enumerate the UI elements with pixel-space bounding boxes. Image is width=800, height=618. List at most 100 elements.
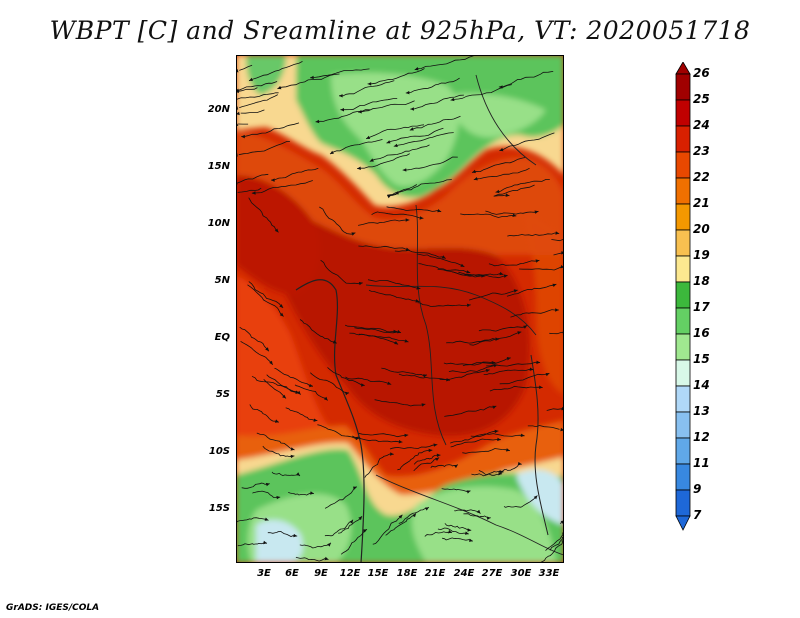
streamline	[310, 68, 370, 79]
colorbar-level-label: 15	[693, 352, 710, 366]
streamline	[462, 448, 510, 454]
streamline	[394, 249, 446, 259]
streamline-arrow	[517, 331, 522, 335]
streamline	[443, 361, 496, 366]
streamline	[329, 139, 383, 155]
streamline-arrow	[251, 191, 256, 195]
field-north-lightgreen-2	[446, 93, 546, 138]
streamline-arrow	[310, 75, 314, 80]
streamline-arrow	[498, 471, 503, 476]
streamline	[239, 326, 270, 352]
streamline-arrow	[492, 405, 497, 409]
streamline	[369, 144, 430, 162]
streamline	[439, 369, 490, 381]
streamline-arrow	[437, 209, 442, 213]
streamline	[417, 302, 471, 307]
streamline-arrow	[394, 341, 399, 345]
streamline	[319, 206, 356, 235]
streamline	[549, 332, 564, 335]
streamline-arrow	[295, 390, 300, 394]
streamline-arrow	[435, 457, 440, 461]
streamline-arrow	[387, 195, 392, 199]
streamline-arrow	[358, 281, 363, 286]
streamline	[448, 364, 498, 374]
streamline	[381, 367, 428, 377]
streamline-arrow	[460, 263, 465, 267]
streamline	[241, 482, 270, 489]
field-center-deepred	[276, 205, 530, 436]
grads-credit: GrADS: IGES/COLA	[6, 603, 100, 613]
streamline	[371, 211, 424, 219]
colorbar-level-label: 17	[693, 300, 710, 314]
streamline-arrow	[534, 210, 539, 214]
lon-label: 6E	[285, 568, 299, 579]
streamline-arrow	[367, 82, 372, 86]
streamline-arrow	[412, 513, 416, 518]
streamline	[437, 527, 469, 535]
colorbar-segment	[675, 99, 691, 127]
colorbar-level-label: 14	[693, 378, 710, 392]
streamline	[471, 157, 526, 173]
streamline	[450, 438, 501, 448]
streamline	[463, 513, 491, 519]
streamline-arrow	[409, 127, 414, 131]
streamline	[372, 514, 403, 545]
streamline-arrow	[357, 166, 361, 170]
streamline-arrow	[533, 495, 538, 500]
streamline	[271, 167, 319, 181]
streamline-arrow	[358, 110, 362, 114]
streamline-arrow	[520, 433, 525, 437]
streamline	[367, 68, 425, 85]
streamline-arrow	[405, 218, 410, 222]
colorbar-level-label: 18	[693, 274, 710, 288]
streamline-arrow	[536, 360, 541, 365]
streamline-arrow	[277, 85, 282, 90]
streamline	[256, 432, 295, 451]
streamline	[345, 376, 392, 385]
colorbar-level-label: 21	[693, 196, 710, 210]
streamline	[488, 259, 540, 267]
colorbar-level-label: 7	[693, 508, 702, 522]
streamline-arrow	[324, 556, 329, 561]
streamline	[237, 187, 262, 193]
lon-label: 18E	[396, 568, 418, 579]
streamline	[444, 523, 472, 531]
streamline	[320, 259, 363, 285]
streamline	[357, 100, 415, 113]
streamline-arrow	[469, 538, 473, 542]
streamline-arrow	[279, 312, 284, 317]
streamline-arrow	[263, 540, 267, 545]
streamline	[248, 197, 279, 233]
streamline-arrow	[351, 232, 356, 236]
streamline	[339, 80, 395, 97]
streamline	[237, 542, 268, 547]
colorbar-bottom-arrow	[675, 515, 691, 531]
streamline-arrow	[387, 381, 392, 385]
streamline	[358, 432, 409, 438]
streamline-arrow	[345, 391, 349, 396]
streamline-arrow	[404, 433, 409, 438]
colorbar-segment	[675, 463, 691, 491]
streamline-arrow	[505, 193, 510, 197]
streamline	[507, 232, 560, 237]
streamline	[410, 94, 464, 110]
lon-label: 24E	[453, 568, 475, 579]
streamline-arrow	[352, 486, 357, 490]
streamline-arrow	[310, 491, 314, 495]
streamline-arrow	[415, 299, 420, 303]
border-line-4	[375, 474, 564, 556]
streamline	[503, 495, 538, 508]
colorbar-level-label: 19	[693, 248, 710, 262]
colorbar-segment	[675, 151, 691, 179]
lat-label: 10N	[207, 218, 230, 229]
streamline	[485, 210, 539, 215]
streamline-arrow	[539, 385, 543, 389]
streamline-arrow	[500, 470, 504, 474]
streamline-arrow	[363, 529, 367, 533]
streamline-arrow	[555, 231, 560, 235]
colorbar-segment	[675, 489, 691, 517]
streamline	[402, 156, 458, 171]
streamline	[341, 529, 368, 555]
streamline-arrow	[271, 178, 275, 182]
streamline-arrow	[296, 472, 300, 476]
